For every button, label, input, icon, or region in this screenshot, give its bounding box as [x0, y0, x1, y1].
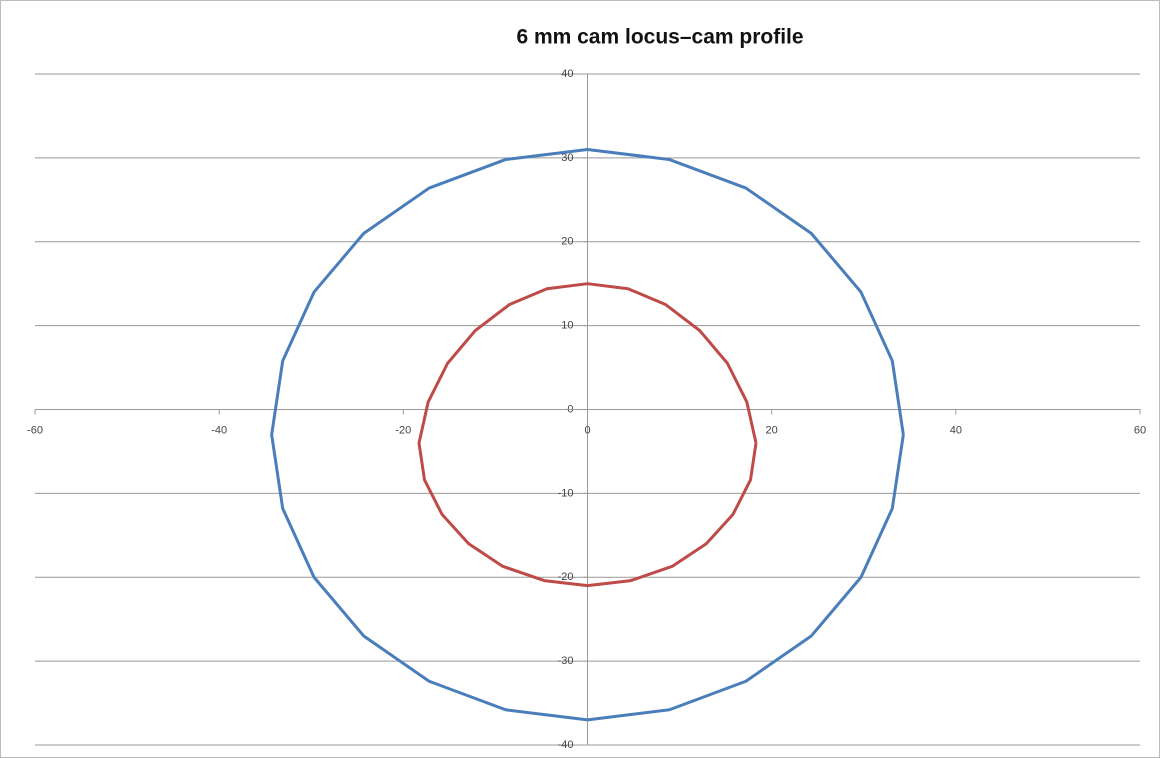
y-tick-label: 10 [561, 320, 573, 332]
y-tick-label: 40 [561, 68, 573, 80]
x-tick-label: -20 [395, 424, 411, 436]
x-tick-label: 60 [1134, 424, 1146, 436]
y-tick-label: -20 [558, 571, 574, 583]
y-tick-label: -30 [558, 655, 574, 667]
chart-title: 6 mm cam locus–cam profile [516, 26, 803, 49]
series-line [270, 147, 905, 722]
y-tick-label: -40 [558, 739, 574, 751]
y-tick-label: 20 [561, 236, 573, 248]
series-line [417, 282, 758, 588]
y-tick-label: 30 [561, 152, 573, 164]
x-tick-label: 0 [584, 424, 590, 436]
x-tick-label: 40 [950, 424, 962, 436]
x-tick-label: 20 [766, 424, 778, 436]
x-tick-label: -60 [27, 424, 43, 436]
x-tick-label: -40 [211, 424, 227, 436]
y-tick-label: -10 [558, 487, 574, 499]
